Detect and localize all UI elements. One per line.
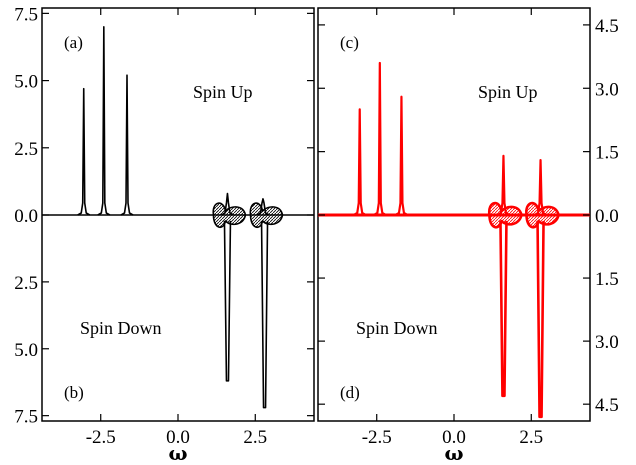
y-tick-label: 2.5 [14,139,38,160]
x-tick-label: -2.5 [86,427,116,448]
x-tick-label: -2.5 [362,427,392,448]
y-tick-label: 0.0 [595,206,619,227]
spin-down-lobe [249,202,284,228]
y-tick-label: 4.5 [595,395,619,416]
y-tick-label: 1.5 [595,269,619,290]
y-tick-label: 7.5 [14,407,38,428]
x-axis-title-left: ω [168,441,187,465]
spin-down-lobe [212,202,247,228]
y-tick-label: 3.0 [595,79,619,100]
spin-down-peak [260,220,269,409]
spin-up-peak [120,74,134,216]
spin-down-peak [499,220,508,398]
spin-up-label-right: Spin Up [478,82,538,102]
spin-up-peak [97,26,111,216]
spin-down-peak [536,220,545,419]
panel-label-b: (b) [64,383,84,402]
spin-up-peak [373,61,387,216]
spin-down-label-left: Spin Down [80,318,162,338]
x-tick-label: 0.0 [442,427,466,448]
spin-up-peak [77,87,91,216]
spin-up-label-left: Spin Up [193,82,253,102]
panel-label-d: (d) [340,383,360,402]
y-tick-label: 1.5 [595,143,619,164]
x-tick-label: 2.5 [243,427,267,448]
panel-label-a: (a) [64,33,83,52]
spin-down-peak [223,220,232,382]
y-tick-label: 5.0 [14,340,38,361]
spin-down-lobe [525,201,560,229]
spin-up-peak [394,95,409,216]
y-tick-label: 0.0 [14,206,38,227]
x-tick-label: 0.0 [166,427,190,448]
spin-down-label-right: Spin Down [356,318,438,338]
y-tick-label: 3.0 [595,332,619,353]
spin-up-peak [353,108,367,216]
x-tick-label: 2.5 [519,427,543,448]
spin-down-lobe [488,201,523,229]
y-tick-label: 2.5 [14,273,38,294]
y-tick-label: 7.5 [14,4,38,25]
x-axis-title-right: ω [444,441,463,465]
y-tick-label: 4.5 [595,16,619,37]
panel-label-c: (c) [340,33,359,52]
y-tick-label: 5.0 [14,72,38,93]
